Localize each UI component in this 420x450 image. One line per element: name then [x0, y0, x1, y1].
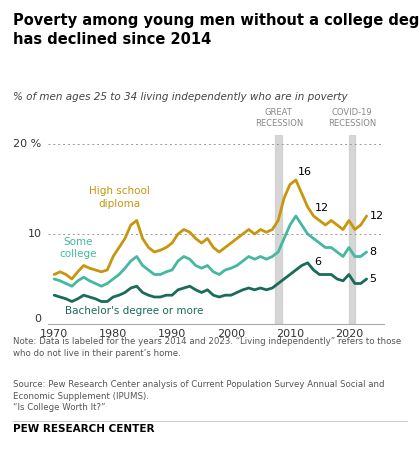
Text: Source: Pew Research Center analysis of Current Population Survey Annual Social : Source: Pew Research Center analysis of … [13, 380, 384, 412]
Text: 8: 8 [370, 247, 377, 257]
Text: 6: 6 [315, 257, 322, 267]
Text: 16: 16 [298, 167, 312, 177]
Text: COVID-19
RECESSION: COVID-19 RECESSION [328, 108, 376, 128]
Text: 20 %: 20 % [13, 139, 42, 149]
Text: 5: 5 [370, 274, 377, 284]
Text: 12: 12 [315, 203, 329, 213]
Text: 0: 0 [34, 314, 42, 324]
Text: Bachelor's degree or more: Bachelor's degree or more [65, 306, 203, 316]
Bar [275, 135, 282, 324]
Text: High school
diploma: High school diploma [89, 186, 150, 209]
Bar [349, 135, 355, 324]
Text: 10: 10 [28, 229, 42, 239]
Text: % of men ages 25 to 34 living independently who are in poverty: % of men ages 25 to 34 living independen… [13, 92, 347, 102]
Text: PEW RESEARCH CENTER: PEW RESEARCH CENTER [13, 424, 154, 434]
Text: Some
college: Some college [59, 237, 97, 259]
Text: GREAT
RECESSION: GREAT RECESSION [255, 108, 303, 128]
Text: 12: 12 [370, 211, 384, 221]
Text: Note: Data is labeled for the years 2014 and 2023. “Living independently” refers: Note: Data is labeled for the years 2014… [13, 338, 401, 358]
Text: Poverty among young men without a college degree
has declined since 2014: Poverty among young men without a colleg… [13, 14, 420, 46]
